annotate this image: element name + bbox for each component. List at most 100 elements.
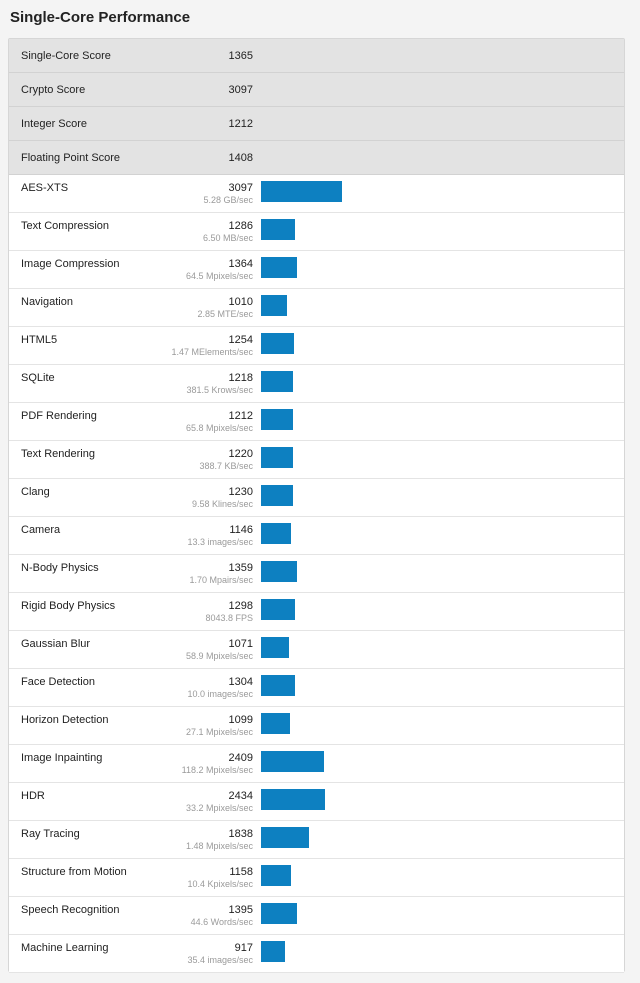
- benchmark-score: 1212: [228, 410, 253, 422]
- benchmark-row: Clang 1230 9.58 Klines/sec: [9, 479, 624, 517]
- page-title: Single-Core Performance: [10, 9, 191, 26]
- benchmark-rate: 64.5 Mpixels/sec: [185, 271, 253, 281]
- summary-score: 1212: [228, 118, 253, 130]
- benchmark-score-bar: [261, 941, 285, 962]
- benchmark-score: 1010: [228, 296, 253, 308]
- benchmark-rate: 10.4 Kpixels/sec: [187, 879, 253, 889]
- benchmark-score-bar: [261, 751, 324, 772]
- benchmark-name: Horizon Detection: [21, 714, 109, 726]
- benchmark-name: Image Inpainting: [21, 752, 103, 764]
- benchmark-score: 1838: [228, 828, 253, 840]
- benchmark-rate: 65.8 Mpixels/sec: [185, 423, 253, 433]
- benchmark-name: Structure from Motion: [21, 866, 127, 878]
- benchmark-row: Text Compression 1286 6.50 MB/sec: [9, 213, 624, 251]
- benchmark-row: SQLite 1218 381.5 Krows/sec: [9, 365, 624, 403]
- benchmark-score-bar: [261, 219, 295, 240]
- benchmark-score-bar: [261, 333, 294, 354]
- benchmark-row: HDR 2434 33.2 Mpixels/sec: [9, 783, 624, 821]
- benchmark-score-bar: [261, 789, 325, 810]
- benchmark-score: 1230: [228, 486, 253, 498]
- benchmark-rate: 35.4 images/sec: [187, 955, 253, 965]
- benchmark-row: PDF Rendering 1212 65.8 Mpixels/sec: [9, 403, 624, 441]
- benchmark-row: Gaussian Blur 1071 58.9 Mpixels/sec: [9, 631, 624, 669]
- benchmark-row: HTML5 1254 1.47 MElements/sec: [9, 327, 624, 365]
- benchmark-rate: 58.9 Mpixels/sec: [185, 651, 253, 661]
- benchmark-score: 1298: [228, 600, 253, 612]
- benchmark-row: Speech Recognition 1395 44.6 Words/sec: [9, 897, 624, 935]
- benchmark-row: Structure from Motion 1158 10.4 Kpixels/se…: [9, 859, 624, 897]
- benchmark-score: 1146: [229, 524, 253, 536]
- benchmark-rate: 6.50 MB/sec: [202, 233, 253, 243]
- benchmark-rate: 13.3 images/sec: [187, 537, 253, 547]
- benchmark-row: N-Body Physics 1359 1.70 Mpairs/sec: [9, 555, 624, 593]
- benchmark-score-bar: [261, 295, 287, 316]
- benchmark-score: 1220: [228, 448, 253, 460]
- benchmark-score-bar: [261, 903, 297, 924]
- benchmark-score-bar: [261, 561, 297, 582]
- summary-label: Floating Point Score: [21, 152, 121, 164]
- summary-row-integer: Integer Score 1212: [9, 107, 624, 141]
- summary-row-single-core: Single-Core Score 1365: [9, 39, 624, 73]
- benchmark-score: 1158: [229, 866, 253, 878]
- benchmark-score-bar: [261, 523, 291, 544]
- benchmark-rate: 118.2 Mpixels/sec: [181, 765, 253, 775]
- summary-label: Single-Core Score: [21, 50, 111, 62]
- benchmark-rate: 381.5 Krows/sec: [186, 385, 253, 395]
- benchmark-score-bar: [261, 485, 293, 506]
- results-panel: Single-Core Score 1365 Crypto Score 3097…: [8, 38, 625, 973]
- benchmark-name: SQLite: [21, 372, 55, 384]
- summary-label: Integer Score: [21, 118, 88, 130]
- benchmark-score-bar: [261, 409, 293, 430]
- benchmark-name: Gaussian Blur: [21, 638, 91, 650]
- benchmark-name: N-Body Physics: [21, 562, 99, 574]
- benchmark-name: Machine Learning: [21, 942, 109, 954]
- benchmark-score: 917: [234, 942, 253, 954]
- benchmark-row: Ray Tracing 1838 1.48 Mpixels/sec: [9, 821, 624, 859]
- benchmark-score: 1218: [228, 372, 253, 384]
- benchmark-score: 2409: [228, 752, 253, 764]
- benchmark-rate: 1.48 Mpixels/sec: [185, 841, 253, 851]
- benchmark-score: 1099: [228, 714, 253, 726]
- benchmark-score: 3097: [228, 182, 253, 194]
- benchmark-name: Clang: [21, 486, 50, 498]
- benchmark-score-bar: [261, 371, 293, 392]
- benchmark-score: 1364: [228, 258, 253, 270]
- benchmark-rate: 33.2 Mpixels/sec: [185, 803, 253, 813]
- benchmark-score-bar: [261, 181, 342, 202]
- benchmark-rate: 27.1 Mpixels/sec: [185, 727, 253, 737]
- benchmark-row: Text Rendering 1220 388.7 KB/sec: [9, 441, 624, 479]
- benchmark-score: 1304: [228, 676, 253, 688]
- benchmark-row: Image Inpainting 2409 118.2 Mpixels/sec: [9, 745, 624, 783]
- summary-row-floating-point: Floating Point Score 1408: [9, 141, 624, 175]
- benchmark-score-bar: [261, 675, 295, 696]
- benchmark-rate: 8043.8 FPS: [205, 613, 253, 623]
- benchmark-name: Navigation: [21, 296, 73, 308]
- benchmark-row: AES-XTS 3097 5.28 GB/sec: [9, 175, 624, 213]
- benchmark-rate: 2.85 MTE/sec: [197, 309, 253, 319]
- benchmark-row: Rigid Body Physics 1298 8043.8 FPS: [9, 593, 624, 631]
- benchmark-rate: 9.58 Klines/sec: [191, 499, 253, 509]
- summary-row-crypto: Crypto Score 3097: [9, 73, 624, 107]
- benchmark-rate: 44.6 Words/sec: [190, 917, 253, 927]
- benchmark-score-bar: [261, 447, 293, 468]
- benchmark-score-bar: [261, 827, 309, 848]
- benchmark-score-bar: [261, 865, 291, 886]
- benchmark-score: 1286: [228, 220, 253, 232]
- summary-score: 1408: [228, 152, 253, 164]
- benchmark-score: 1395: [228, 904, 253, 916]
- benchmark-name: PDF Rendering: [21, 410, 97, 422]
- benchmark-name: Speech Recognition: [21, 904, 120, 916]
- benchmark-score-bar: [261, 713, 290, 734]
- benchmark-name: Camera: [21, 524, 61, 536]
- benchmark-score-bar: [261, 257, 297, 278]
- benchmark-score: 2434: [228, 790, 253, 802]
- summary-score: 1365: [228, 50, 253, 62]
- benchmark-name: AES-XTS: [21, 182, 69, 194]
- benchmark-name: HDR: [21, 790, 45, 802]
- benchmark-score-bar: [261, 599, 295, 620]
- benchmark-name: Image Compression: [21, 258, 120, 270]
- benchmark-score: 1359: [228, 562, 253, 574]
- benchmark-score: 1254: [228, 334, 253, 346]
- benchmark-row: Face Detection 1304 10.0 images/sec: [9, 669, 624, 707]
- benchmark-score-bar: [261, 637, 289, 658]
